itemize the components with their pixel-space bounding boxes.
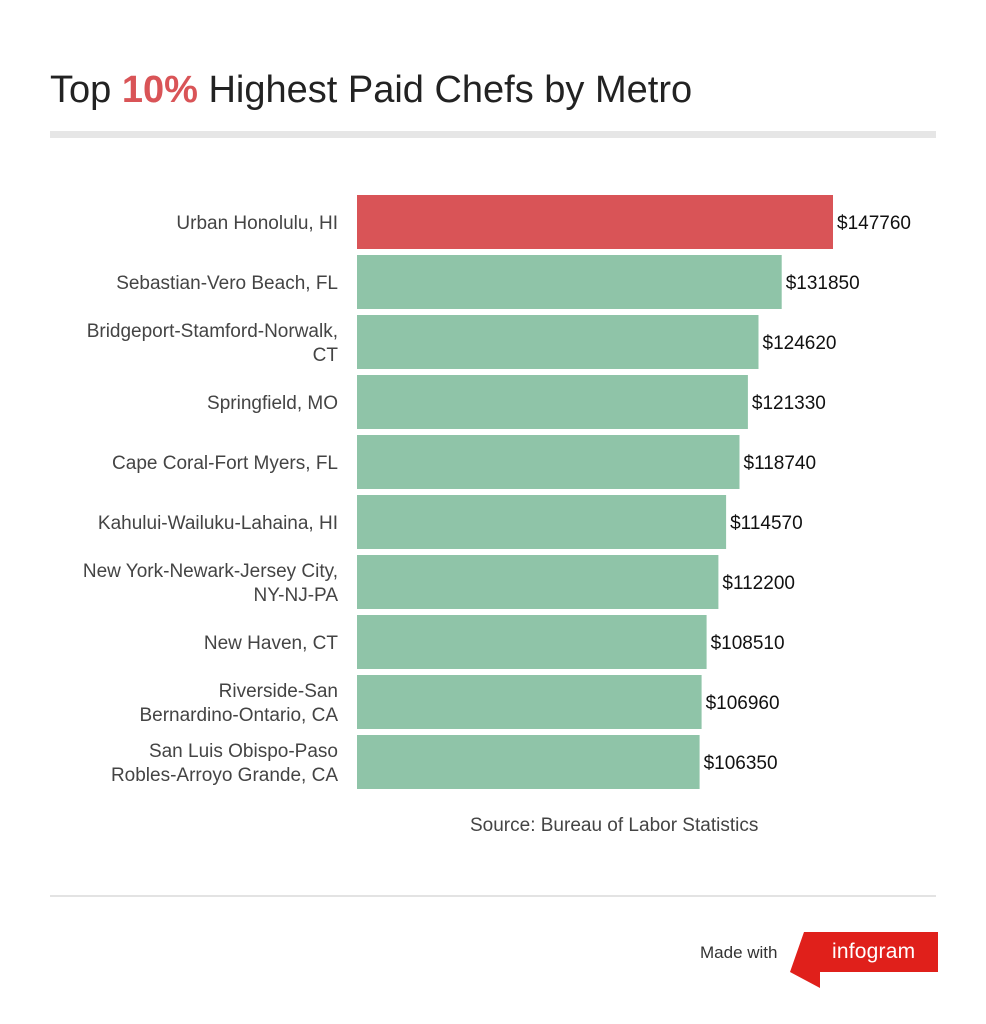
source-note: Source: Bureau of Labor Statistics — [470, 815, 759, 836]
value-label-2: $124620 — [763, 333, 837, 354]
value-label-5: $114570 — [730, 513, 803, 534]
category-label-2: Bridgeport-Stamford-Norwalk, CT — [87, 321, 339, 366]
category-label-line: Sebastian-Vero Beach, FL — [116, 273, 338, 294]
made-with-label: Made with — [700, 943, 778, 962]
bar-5 — [357, 495, 727, 549]
value-label-6: $112200 — [722, 573, 795, 594]
value-label-3: $121330 — [752, 393, 826, 414]
bar-0 — [357, 195, 833, 249]
value-label-8: $106960 — [706, 693, 780, 714]
value-label-0: $147760 — [837, 213, 911, 234]
category-label-line: Cape Coral-Fort Myers, FL — [112, 453, 338, 474]
category-label-line: Riverside-San — [219, 681, 338, 702]
category-label-7: New Haven, CT — [204, 633, 338, 654]
bar-7 — [357, 615, 707, 669]
category-label-line: Robles-Arroyo Grande, CA — [111, 765, 338, 786]
category-label-1: Sebastian-Vero Beach, FL — [116, 273, 338, 294]
infogram-logo-shape — [790, 932, 938, 988]
value-label-9: $106350 — [704, 753, 778, 774]
category-label-line: Kahului-Wailuku-Lahaina, HI — [98, 513, 338, 534]
bar-chart: $147760 Urban Honolulu, HI $131850 Sebastia… — [83, 195, 911, 789]
chart-title: Top 10% Highest Paid Chefs by Metro — [50, 66, 692, 114]
category-label-line: San Luis Obispo-Paso — [149, 741, 338, 762]
bar-4 — [357, 435, 740, 489]
category-label-line: Bridgeport-Stamford-Norwalk, — [87, 321, 338, 342]
category-label-4: Cape Coral-Fort Myers, FL — [112, 453, 338, 474]
category-label-3: Springfield, MO — [207, 393, 338, 414]
category-label-6: New York-Newark-Jersey City, NY-NJ-PA — [83, 561, 338, 606]
bar-8 — [357, 675, 702, 729]
infogram-brand-text: infogram — [832, 940, 916, 963]
category-label-line: New York-Newark-Jersey City, — [83, 561, 338, 582]
infogram-logo[interactable] — [790, 932, 938, 988]
footer-divider — [50, 895, 936, 897]
value-label-1: $131850 — [786, 273, 860, 294]
bar-9 — [357, 735, 700, 789]
bar-6 — [357, 555, 719, 609]
category-label-line: NY-NJ-PA — [254, 585, 339, 606]
category-label-9: San Luis Obispo-Paso Robles-Arroyo Grande… — [111, 741, 338, 786]
bar-3 — [357, 375, 748, 429]
value-label-7: $108510 — [711, 633, 785, 654]
title-highlight: 10% — [121, 69, 198, 111]
category-label-0: Urban Honolulu, HI — [176, 213, 338, 234]
title-divider — [50, 131, 936, 138]
value-label-4: $118740 — [744, 453, 817, 474]
title-suffix: Highest Paid Chefs by Metro — [197, 69, 693, 111]
bar-2 — [357, 315, 759, 369]
bar-1 — [357, 255, 782, 309]
category-label-line: Bernardino-Ontario, CA — [139, 705, 338, 726]
category-label-line: New Haven, CT — [204, 633, 338, 654]
title-prefix: Top — [50, 69, 122, 111]
category-label-5: Kahului-Wailuku-Lahaina, HI — [98, 513, 338, 534]
category-label-line: Springfield, MO — [207, 393, 338, 414]
category-label-8: Riverside-San Bernardino-Ontario, CA — [139, 681, 338, 726]
category-label-line: CT — [313, 345, 339, 366]
category-label-line: Urban Honolulu, HI — [176, 213, 338, 234]
